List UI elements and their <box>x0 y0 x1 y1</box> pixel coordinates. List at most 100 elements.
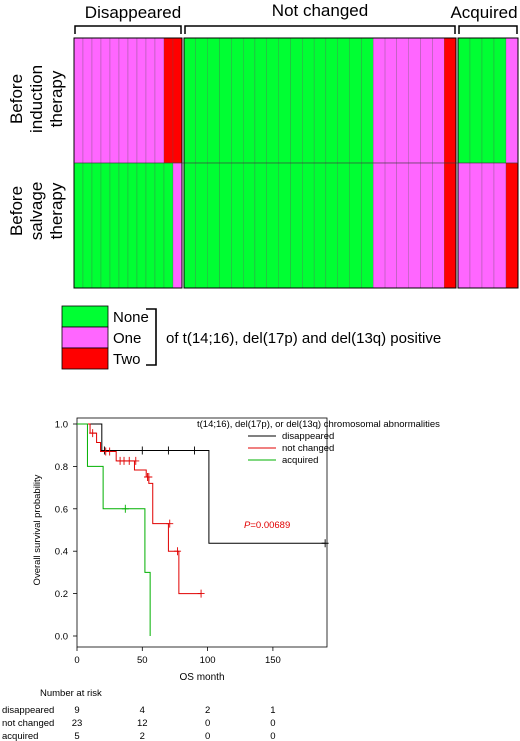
heatmap-cell <box>195 37 208 164</box>
heatmap-cell <box>408 162 421 289</box>
heatmap-cell <box>172 162 183 289</box>
risk-value: 4 <box>140 705 145 716</box>
km-axes: 0 50 100 150 0.0 0.2 0.4 0.6 0.8 1.0 <box>55 417 328 666</box>
heatmap-cell <box>290 162 303 289</box>
group-label-disappeared: Disappeared <box>85 3 181 22</box>
heatmap-cell <box>361 162 374 289</box>
censor-mark-not-changed <box>166 519 174 528</box>
group-brackets <box>74 25 518 34</box>
y-tick-label: 0.0 <box>55 632 68 643</box>
heatmap-cell <box>183 162 196 289</box>
risk-value: 1 <box>270 705 275 716</box>
heatmap-cell <box>444 37 457 164</box>
legend-swatch-two <box>61 347 109 370</box>
p-value-text: =0.00689 <box>250 520 290 531</box>
heatmap-cell <box>481 162 495 289</box>
censor-mark-not-changed <box>132 456 140 465</box>
row-label-induction-line2: induction <box>27 65 46 133</box>
risk-value: 0 <box>270 731 275 741</box>
censor-mark-not-changed <box>197 589 205 598</box>
legend-label-disappeared: disappeared <box>282 431 334 442</box>
heatmap-cell <box>82 37 93 164</box>
heatmap-cell <box>337 37 350 164</box>
censor-mark-not-changed <box>106 447 114 456</box>
heatmap-cell <box>118 162 129 289</box>
heatmap-cell <box>373 37 386 164</box>
row-label-salvage: Before salvage therapy <box>7 182 66 241</box>
p-value: P=0.00689 <box>244 520 290 531</box>
heatmap-cell <box>163 37 174 164</box>
heatmap-cell <box>396 37 409 164</box>
heatmap-cell <box>109 162 120 289</box>
legend-label-one: One <box>113 330 141 347</box>
heatmap-cell <box>373 162 386 289</box>
heatmap-cell <box>469 37 483 164</box>
heatmap-cell <box>457 162 471 289</box>
heatmap-cell <box>266 162 279 289</box>
heatmap-cell <box>172 37 183 164</box>
heatmap-cell <box>457 37 471 164</box>
heatmap-cell <box>420 162 433 289</box>
heatmap-cell <box>469 162 483 289</box>
risk-table-title: Number at risk <box>40 688 102 699</box>
heatmap-cell <box>118 37 129 164</box>
risk-value: 0 <box>205 731 210 741</box>
row-label-salvage-line2: salvage <box>27 182 46 241</box>
legend-label-none: None <box>113 309 149 326</box>
legend-swatch-one <box>61 326 109 349</box>
heatmap-cell <box>219 162 232 289</box>
row-label-induction-line3: therapy <box>47 70 66 127</box>
x-tick-label: 0 <box>74 655 79 666</box>
heatmap-cell <box>207 162 220 289</box>
x-tick-label: 150 <box>265 655 281 666</box>
heatmap-cell <box>505 162 519 289</box>
heatmap-cell <box>100 162 111 289</box>
x-axis-label: OS month <box>179 672 224 683</box>
heatmap-cell <box>183 37 196 164</box>
heatmap-cell <box>266 37 279 164</box>
km-series <box>77 423 329 636</box>
heatmap-cell <box>493 162 507 289</box>
heatmap-cell <box>325 162 338 289</box>
y-tick-label: 1.0 <box>55 420 68 431</box>
group-label-acquired: Acquired <box>450 3 517 22</box>
heatmap-cell <box>349 162 362 289</box>
risk-row-name: acquired <box>2 731 38 741</box>
y-tick-label: 0.4 <box>55 547 68 558</box>
y-tick-label: 0.2 <box>55 589 68 600</box>
censor-mark-disappeared <box>164 446 172 455</box>
legend-label-two: Two <box>113 351 141 368</box>
heatmap-cell <box>396 162 409 289</box>
legend-bracket <box>146 308 157 366</box>
heatmap-cell <box>278 37 291 164</box>
heatmap-cell <box>154 37 165 164</box>
risk-row-name: not changed <box>2 718 54 729</box>
heatmap-cell <box>408 37 421 164</box>
y-axis-label: Overall survival probability <box>32 474 43 585</box>
risk-value: 2 <box>140 731 145 741</box>
heatmap-cell <box>231 162 244 289</box>
heatmap-cell <box>231 37 244 164</box>
heatmap-cell <box>384 37 397 164</box>
heatmap-cell <box>420 37 433 164</box>
heatmap-cell <box>313 37 327 164</box>
heatmap-cell <box>254 37 267 164</box>
x-tick-label: 50 <box>137 655 148 666</box>
heatmap-panel: Disappeared Not changed Acquired Before … <box>7 1 519 370</box>
heatmap-cell <box>278 162 291 289</box>
legend-label-not-changed: not changed <box>282 443 334 454</box>
heatmap-cells <box>73 37 519 289</box>
heatmap-cell <box>349 37 362 164</box>
heatmap-cell <box>91 162 102 289</box>
heatmap-cell <box>100 37 111 164</box>
censor-mark-disappeared <box>138 446 146 455</box>
heatmap-cell <box>313 162 327 289</box>
row-label-induction: Before induction therapy <box>7 65 66 133</box>
censor-mark-disappeared <box>191 446 199 455</box>
heatmap-cell <box>127 162 138 289</box>
heatmap-cell <box>207 37 220 164</box>
risk-value: 0 <box>270 718 275 729</box>
chart-title: t(14;16), del(17p), or del(13q) chromoso… <box>197 419 440 430</box>
